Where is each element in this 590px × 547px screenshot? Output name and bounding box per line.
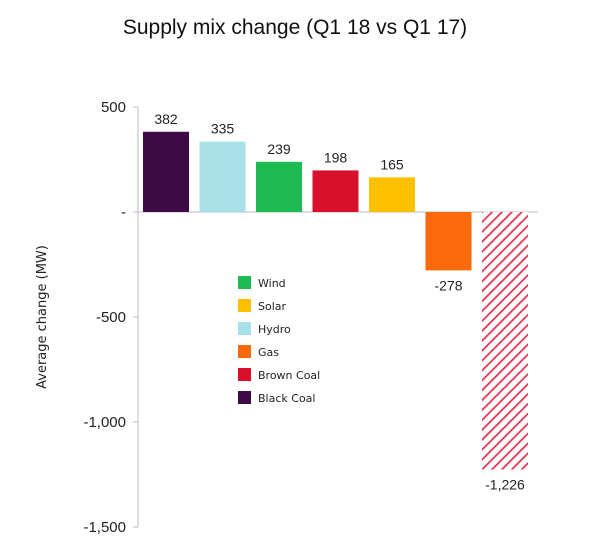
legend-label: Brown Coal: [258, 369, 320, 382]
chart-title: Supply mix change (Q1 18 vs Q1 17): [122, 16, 468, 39]
bar: [199, 141, 246, 212]
y-axis: 500 - -500 -1,000 -1,500 Average change (MW): [35, 99, 538, 536]
y-axis-title: Average change (MW): [35, 245, 50, 389]
bar: [312, 170, 359, 212]
y-tick-label: -1,500: [83, 519, 126, 536]
bar-value-label: -278: [434, 277, 462, 293]
legend-label: Wind: [258, 277, 286, 290]
legend-label: Solar: [258, 300, 287, 313]
bar: [256, 161, 302, 212]
legend-swatch: [238, 322, 251, 335]
legend-swatch: [238, 391, 251, 404]
y-tick-label: -500: [96, 309, 126, 326]
legend: Wind Solar Hydro Gas Brown Coal Black Coal: [238, 276, 320, 405]
bar-value-label: 335: [211, 121, 235, 137]
bar-value-label: 165: [380, 156, 404, 172]
bar-value-label: 239: [267, 141, 291, 157]
legend-swatch: [238, 276, 251, 289]
bar-value-label: 382: [154, 111, 178, 127]
bar-value-label: -1,226: [485, 476, 525, 492]
y-tick-label: 500: [101, 99, 126, 116]
legend-label: Hydro: [258, 323, 291, 336]
y-tick-label: -: [121, 204, 126, 221]
legend-swatch: [238, 299, 251, 312]
legend-label: Gas: [258, 346, 279, 359]
legend-swatch: [238, 345, 251, 358]
bar: [482, 212, 528, 470]
legend-label: Black Coal: [258, 392, 315, 405]
bar-value-label: 198: [324, 149, 348, 165]
bar: [425, 212, 472, 271]
legend-swatch: [238, 368, 251, 381]
bars: 382 335 239 198 165 -278 -1,226: [143, 111, 528, 492]
bar: [369, 177, 415, 212]
y-tick-label: -1,000: [83, 414, 126, 431]
bar: [143, 131, 189, 212]
